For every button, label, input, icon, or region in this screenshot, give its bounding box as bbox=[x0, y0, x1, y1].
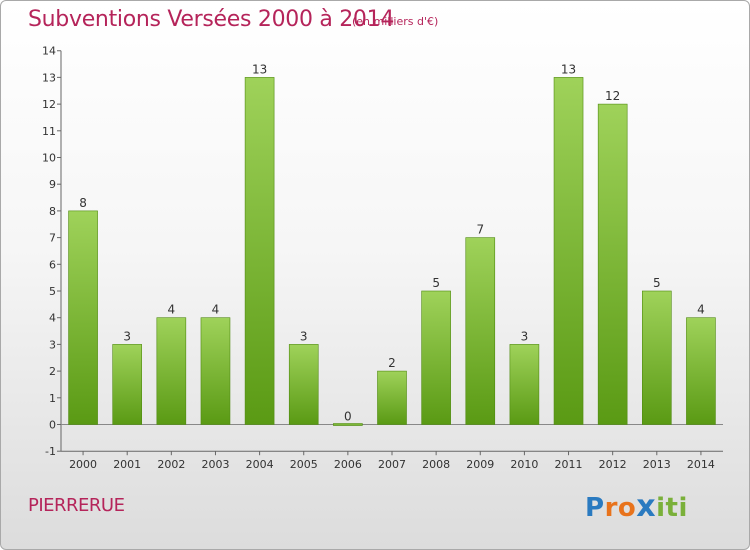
value-label: 2 bbox=[388, 356, 396, 370]
bar bbox=[68, 210, 98, 425]
logo-letter: r bbox=[604, 493, 618, 523]
chart-labels: 8 3 4 4 13 3 0 2 5 7 3 13 12 5 4 bbox=[79, 62, 705, 423]
y-tick-label: 5 bbox=[49, 285, 56, 298]
y-tick-label: 0 bbox=[49, 419, 56, 432]
x-tick-label: 2008 bbox=[422, 458, 450, 471]
bar bbox=[200, 317, 231, 425]
x-tick-label: 2005 bbox=[290, 458, 318, 471]
value-label: 13 bbox=[252, 62, 267, 76]
value-label: 4 bbox=[697, 303, 705, 317]
bar bbox=[244, 77, 275, 425]
x-tick-label: 2014 bbox=[687, 458, 715, 471]
value-label: 8 bbox=[79, 196, 87, 210]
value-label: 5 bbox=[432, 276, 440, 290]
logo-letter: o bbox=[617, 493, 637, 523]
value-label: 12 bbox=[605, 89, 620, 103]
y-tick-label: 10 bbox=[42, 152, 56, 165]
value-label: 5 bbox=[653, 276, 661, 290]
y-tick-label: 4 bbox=[49, 312, 56, 325]
y-tick-label: 14 bbox=[42, 45, 56, 58]
y-tick-label: 6 bbox=[49, 258, 56, 271]
value-label: 4 bbox=[212, 303, 220, 317]
logo-letter: i bbox=[678, 493, 688, 523]
bar bbox=[377, 370, 407, 425]
x-tick-label: 2012 bbox=[599, 458, 627, 471]
bar bbox=[641, 290, 672, 425]
y-tick-label: 12 bbox=[42, 98, 56, 111]
x-tick-label: 2004 bbox=[246, 458, 274, 471]
bar bbox=[465, 237, 496, 425]
x-tick-label: 2000 bbox=[69, 458, 97, 471]
value-label: 3 bbox=[521, 329, 529, 343]
bar bbox=[421, 290, 451, 425]
chart-bars bbox=[68, 77, 716, 426]
logo-letter: x bbox=[636, 489, 657, 524]
bar bbox=[333, 423, 363, 426]
chart-title: Subventions Versées 2000 à 2014 bbox=[28, 7, 395, 32]
x-tick-label: 2007 bbox=[378, 458, 406, 471]
y-tick-label: 3 bbox=[49, 338, 56, 351]
y-tick-label: 13 bbox=[42, 71, 56, 84]
value-label: 3 bbox=[123, 329, 131, 343]
value-label: 0 bbox=[344, 410, 352, 424]
bar bbox=[597, 103, 628, 425]
logo-letter: i bbox=[656, 493, 666, 523]
commune-name: PIERRERUE bbox=[28, 495, 125, 516]
x-tick-label: 2010 bbox=[510, 458, 538, 471]
y-tick-label: 1 bbox=[49, 392, 56, 405]
logo-letter: t bbox=[665, 493, 679, 523]
value-label: 3 bbox=[300, 329, 308, 343]
x-tick-label: 2003 bbox=[201, 458, 229, 471]
y-tick-label: 2 bbox=[49, 365, 56, 378]
y-tick-label: 11 bbox=[42, 125, 56, 138]
x-tick-label: 2011 bbox=[555, 458, 583, 471]
bar bbox=[156, 317, 187, 425]
bar bbox=[553, 77, 584, 425]
value-label: 13 bbox=[561, 62, 576, 76]
y-tick-label: 9 bbox=[49, 178, 56, 191]
bar bbox=[509, 344, 540, 425]
y-tick-label: -1 bbox=[45, 445, 56, 458]
y-tick-label: 8 bbox=[49, 205, 56, 218]
proxiti-logo: Proxiti bbox=[585, 489, 688, 524]
value-label: 4 bbox=[168, 303, 176, 317]
x-tick-label: 2013 bbox=[643, 458, 671, 471]
bar bbox=[288, 344, 319, 425]
bar bbox=[686, 317, 716, 425]
x-tick-label: 2009 bbox=[466, 458, 494, 471]
logo-letter: P bbox=[585, 493, 605, 523]
bar bbox=[112, 344, 142, 425]
x-tick-label: 2001 bbox=[113, 458, 141, 471]
chart-unit: (en milliers d'€) bbox=[352, 15, 439, 28]
value-label: 7 bbox=[476, 223, 484, 237]
x-tick-label: 2006 bbox=[334, 458, 362, 471]
x-tick-label: 2002 bbox=[157, 458, 185, 471]
y-tick-label: 7 bbox=[49, 232, 56, 245]
